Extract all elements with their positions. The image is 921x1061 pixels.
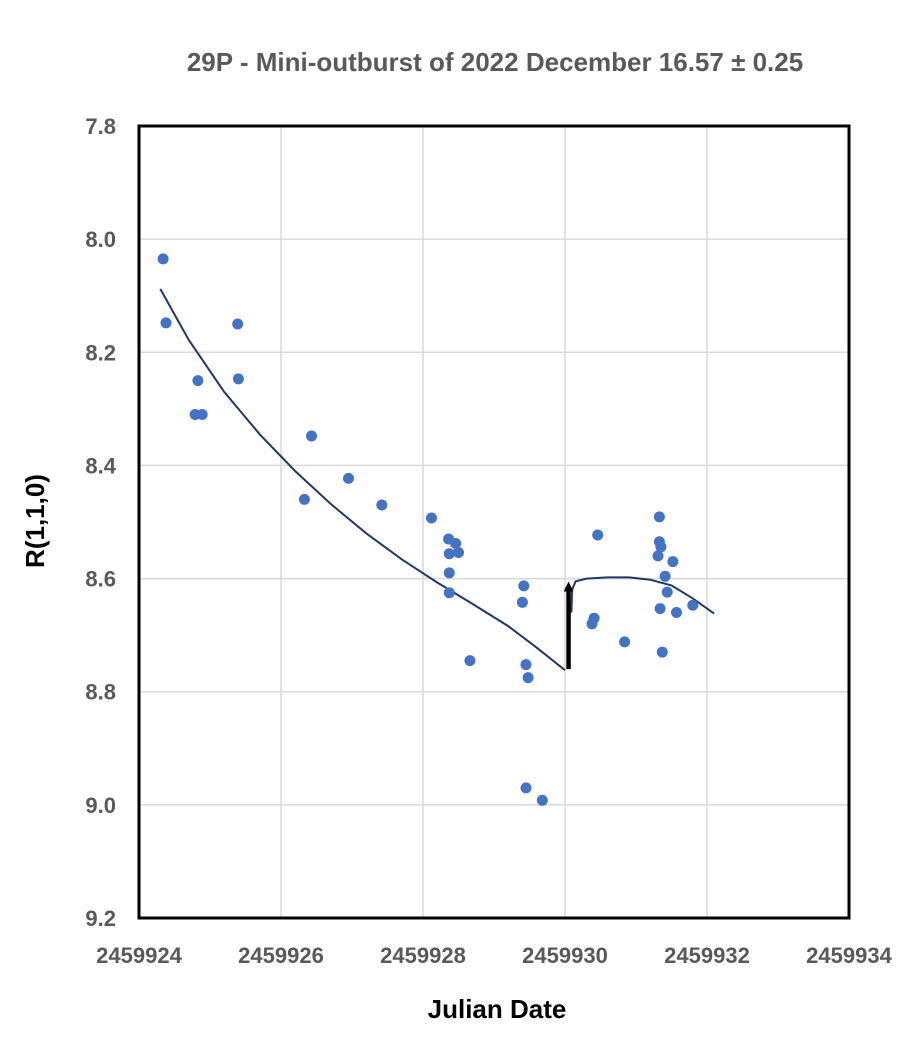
data-point: [659, 570, 671, 582]
x-axis-ticks: 2459924 2459926 2459928 2459930 2459932 24599…: [96, 943, 892, 968]
y-tick-label: 9.0: [85, 793, 116, 818]
x-tick-label: 2459928: [380, 943, 466, 968]
x-tick-label: 2459924: [96, 943, 182, 968]
data-point: [376, 499, 388, 511]
data-point: [619, 636, 631, 648]
data-point: [654, 603, 666, 615]
data-point: [687, 599, 699, 611]
y-tick-label: 8.2: [85, 340, 116, 365]
data-point: [464, 655, 476, 667]
x-tick-label: 2459934: [806, 943, 892, 968]
x-tick-label: 2459932: [664, 943, 750, 968]
data-point: [426, 512, 437, 524]
x-tick-label: 2459926: [238, 943, 324, 968]
data-point: [588, 612, 600, 624]
data-point: [443, 587, 455, 599]
data-point: [522, 672, 534, 684]
data-point: [671, 607, 682, 618]
data-point: [653, 511, 665, 523]
data-point: [520, 782, 532, 794]
data-point: [516, 596, 528, 608]
data-point: [232, 373, 244, 385]
grid: [138, 125, 850, 919]
data-point: [520, 659, 532, 671]
y-tick-label: 8.4: [85, 453, 116, 478]
data-point: [160, 317, 172, 329]
data-point: [306, 430, 317, 442]
y-tick-label: 8.6: [85, 567, 116, 592]
data-point: [518, 580, 530, 592]
y-tick-label: 8.0: [85, 227, 116, 252]
data-point: [661, 586, 673, 598]
data-point: [157, 253, 169, 265]
data-point: [450, 538, 462, 549]
x-tick-label: 2459930: [522, 943, 608, 968]
data-point: [592, 529, 604, 541]
data-point: [453, 547, 464, 558]
chart-title: 29P - Mini-outburst of 2022 December 16.…: [187, 47, 803, 77]
y-tick-label: 9.2: [85, 906, 116, 931]
data-point: [343, 472, 354, 484]
data-point: [652, 550, 664, 562]
trend-lines: [159, 288, 715, 671]
plot-area-frame: [137, 124, 851, 920]
data-point: [192, 375, 204, 387]
y-tick-label: 8.8: [85, 680, 116, 705]
data-point: [667, 556, 679, 568]
data-point: [443, 548, 455, 560]
y-tick-label: 7.8: [85, 114, 116, 139]
trend-line-2: [570, 576, 715, 615]
x-axis-title: Julian Date: [428, 994, 567, 1024]
data-point: [655, 541, 667, 553]
data-point: [232, 318, 244, 330]
trend-line-1: [159, 288, 566, 671]
data-point: [656, 646, 668, 658]
data-point: [196, 409, 208, 420]
data-point: [298, 493, 310, 505]
y-axis-title: R(1,1,0): [20, 474, 50, 568]
data-points: [157, 253, 699, 806]
data-point: [443, 567, 455, 579]
y-axis-ticks: 7.8 8.0 8.2 8.4 8.6 8.8 9.0 9.2: [85, 114, 116, 931]
data-point: [536, 794, 548, 806]
